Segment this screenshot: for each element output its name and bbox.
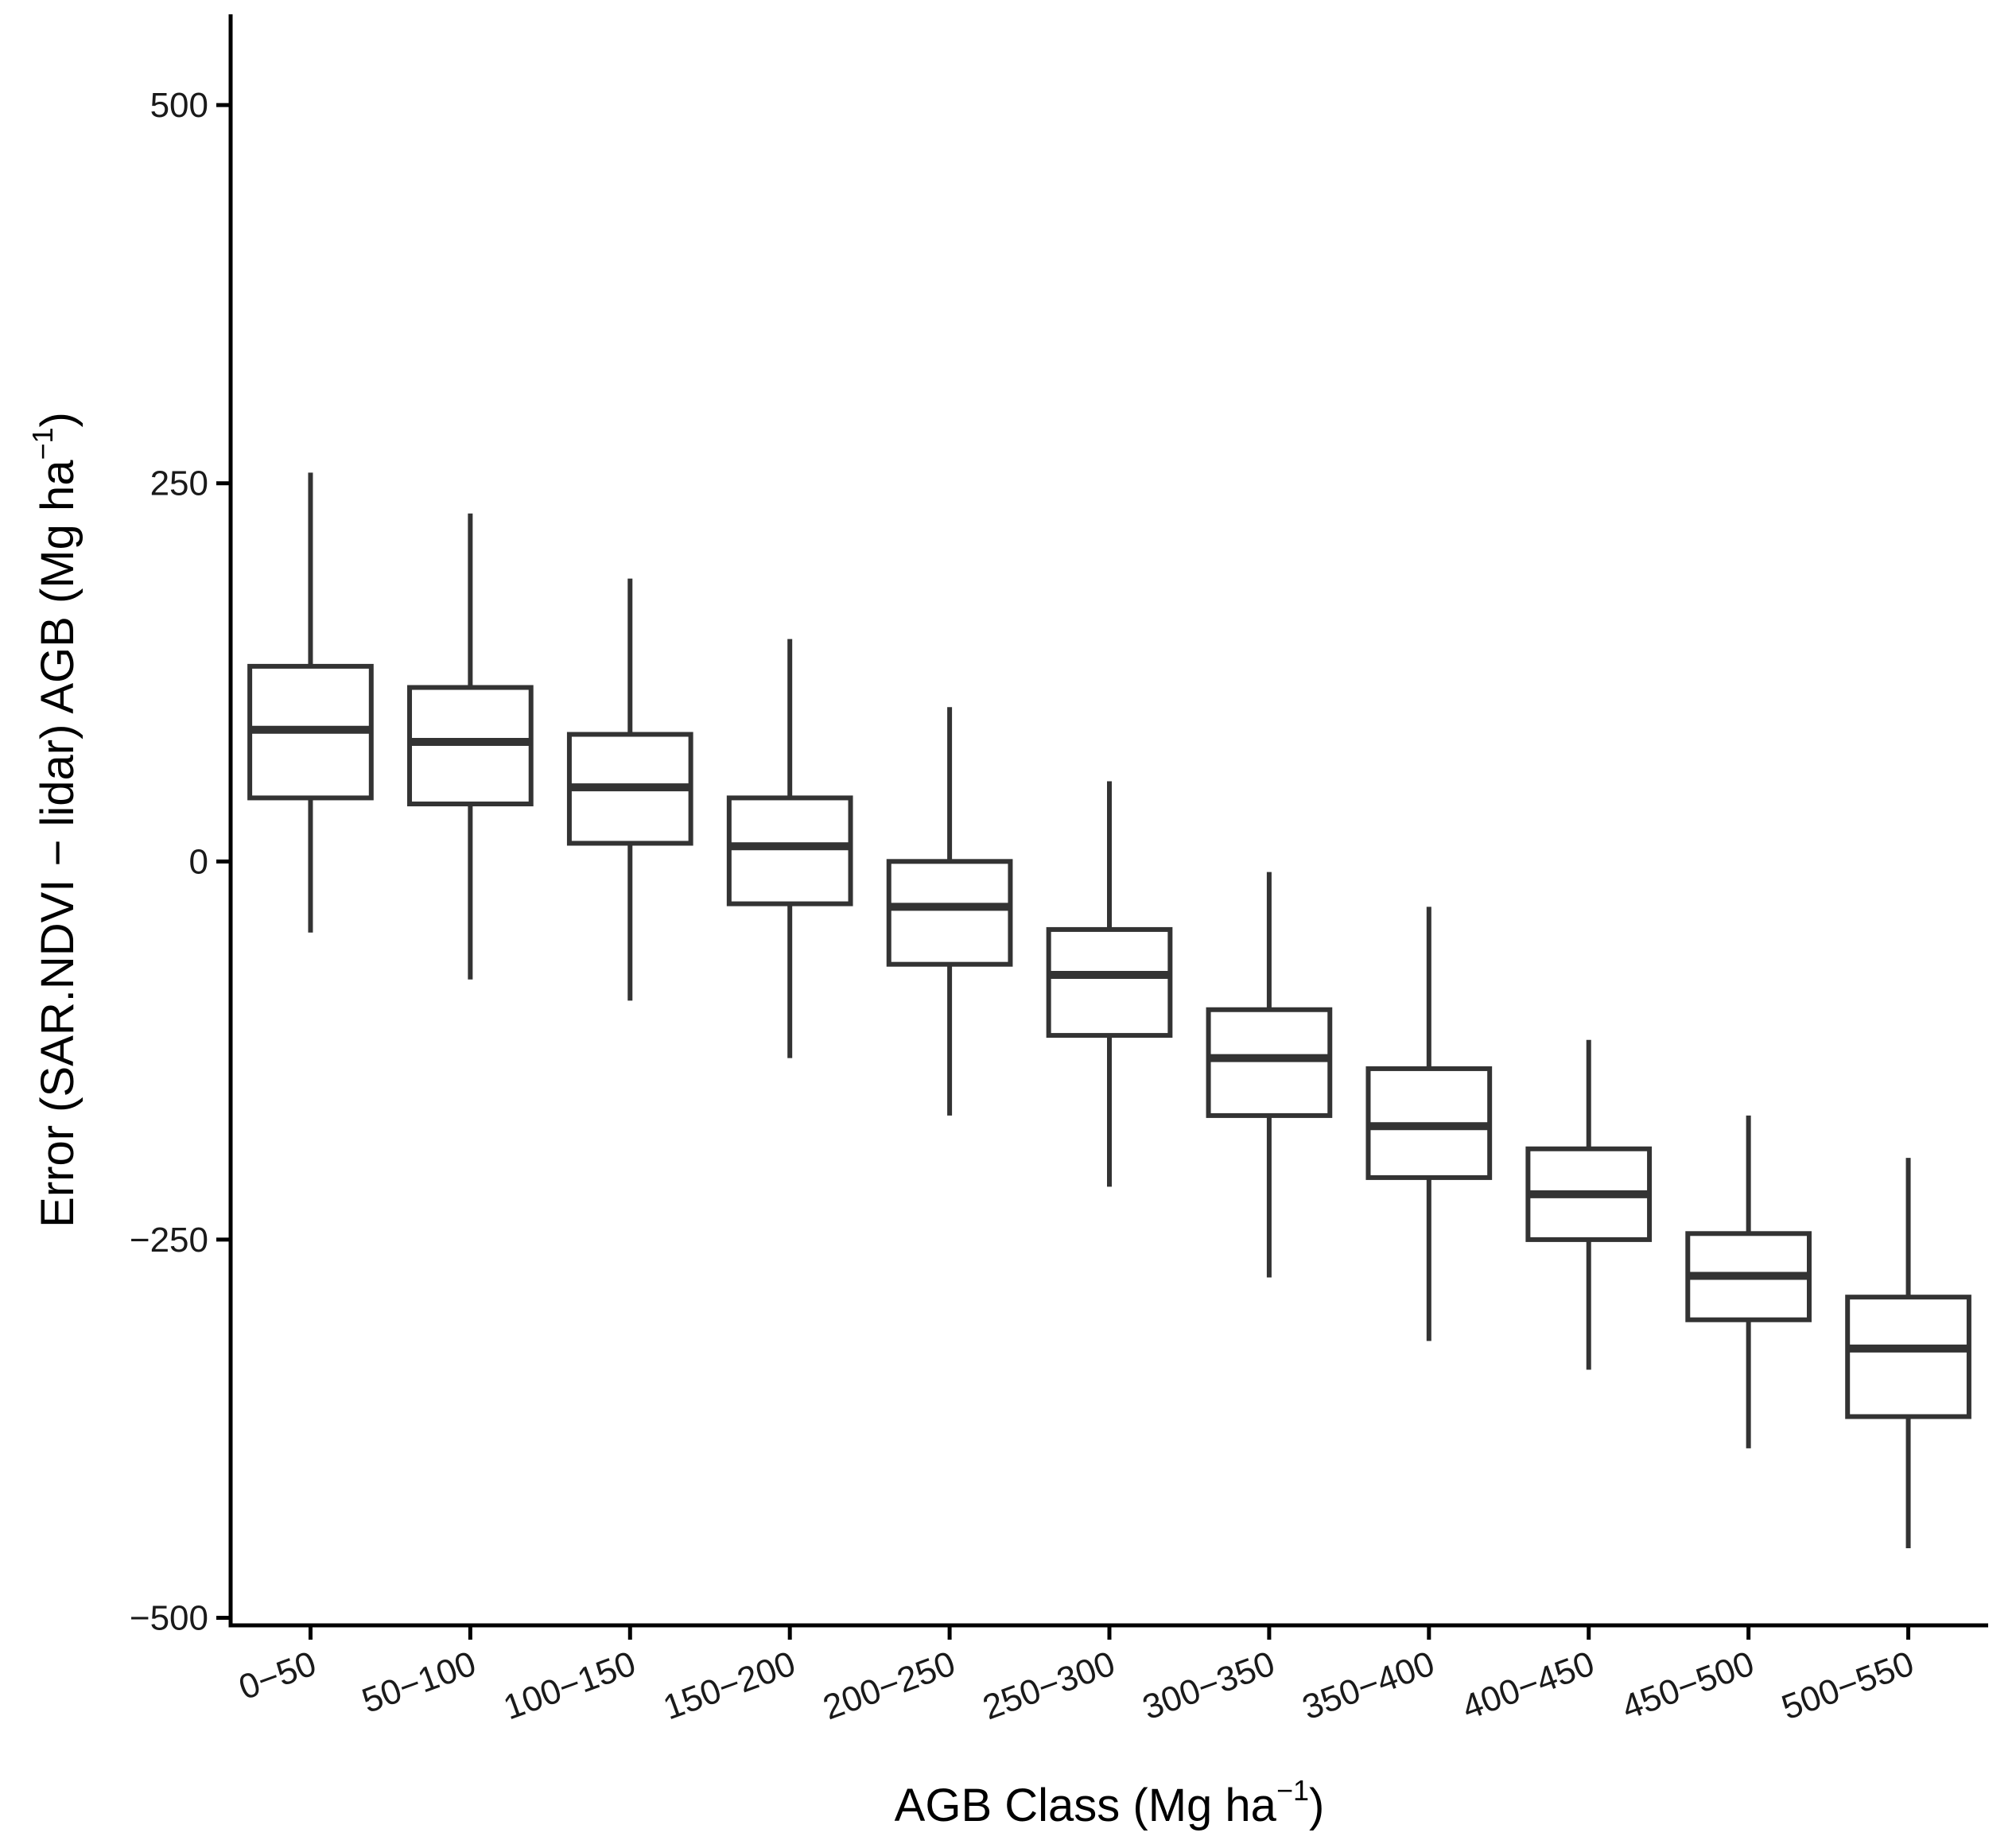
box-3 xyxy=(726,639,853,1058)
box-0 xyxy=(247,472,374,933)
y-axis-title: Error (SAR.NDVI − lidar) AGB (Mg ha−1) xyxy=(26,412,84,1228)
iqr-box xyxy=(726,795,853,907)
box-7 xyxy=(1365,907,1493,1341)
box-9 xyxy=(1685,1115,1812,1449)
box-4 xyxy=(886,707,1013,1116)
box-2 xyxy=(566,578,693,1001)
plot-area xyxy=(247,472,1971,1548)
x-tick-label: 400−450 xyxy=(1457,1644,1599,1727)
x-axis-title: AGB Class (Mg ha−1) xyxy=(895,1774,1325,1831)
x-tick-label: 50−100 xyxy=(357,1644,481,1721)
x-tick-label: 100−150 xyxy=(499,1644,641,1727)
iqr-box xyxy=(1845,1295,1971,1419)
x-tick-label: 500−550 xyxy=(1777,1644,1919,1727)
y-tick-label: 0 xyxy=(189,842,208,881)
y-tick-label: 250 xyxy=(150,464,208,503)
box-5 xyxy=(1046,781,1173,1187)
x-tick-label: 150−200 xyxy=(658,1644,801,1727)
iqr-box xyxy=(1046,926,1173,1039)
box-8 xyxy=(1525,1039,1653,1370)
y-tick-label: −250 xyxy=(130,1221,208,1260)
y-tick-label: 500 xyxy=(150,86,208,125)
x-ticks: 0−50 50−100 100−150 150−200 200−250 250−300 30… xyxy=(234,1625,1919,1727)
box-1 xyxy=(407,513,534,980)
y-tick-label: −500 xyxy=(130,1598,208,1637)
y-ticks: 500 250 0 −250 −500 xyxy=(130,86,231,1637)
box-6 xyxy=(1206,872,1333,1278)
x-tick-label: 300−350 xyxy=(1137,1644,1280,1727)
box-10 xyxy=(1845,1158,1971,1548)
x-tick-label: 250−300 xyxy=(978,1644,1121,1727)
x-tick-label: 0−50 xyxy=(234,1644,321,1707)
x-tick-label: 200−250 xyxy=(818,1644,961,1727)
iqr-box xyxy=(1206,1007,1333,1118)
x-tick-label: 450−500 xyxy=(1617,1644,1759,1727)
iqr-box xyxy=(886,859,1013,967)
x-tick-label: 350−400 xyxy=(1297,1644,1439,1727)
